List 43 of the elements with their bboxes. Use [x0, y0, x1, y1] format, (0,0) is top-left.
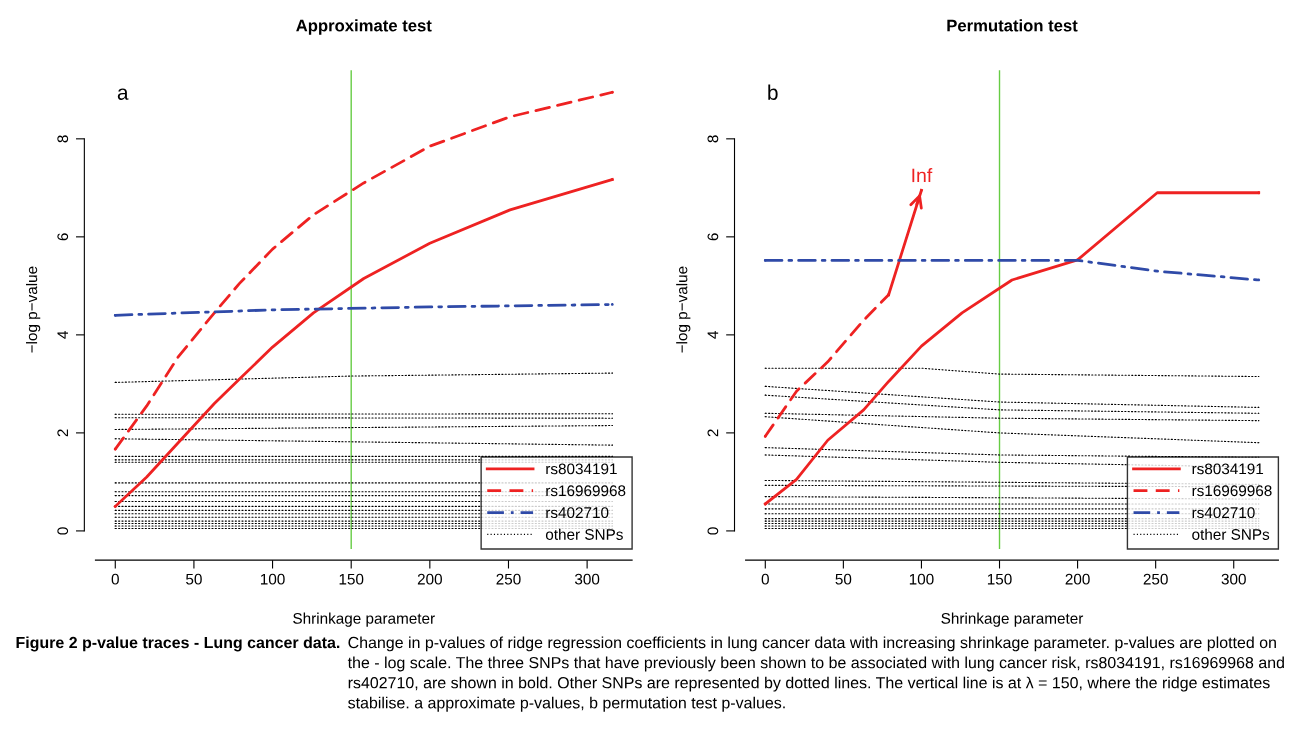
x-tick-label: 200: [1065, 573, 1090, 585]
chart-title: Approximate test: [296, 19, 432, 35]
x-tick-label: 50: [186, 573, 202, 585]
y-tick-label: 8: [57, 135, 69, 143]
y-tick-label: 4: [57, 331, 68, 339]
y-tick-label: 6: [57, 233, 69, 241]
legend-label: other SNPs: [1192, 528, 1270, 540]
y-tick-label: 4: [707, 331, 719, 339]
annotation: a: [117, 88, 129, 100]
y-tick-label: 6: [707, 233, 719, 241]
text: Change in p-values of ridge regression coefficients in lung cancer data with increasing shrinkage parameter. p-values are plotted on the - log scale. The three SNPs that have previously been shown to be associated with lung cancer risk, rs8034191, rs16969968 and rs402710, are shown in bold. Other SNPs are represented by dotted lines. The vertical line is at λ = 150, where the ridge estimates stabilise. a approximate p-values, b permutation test p-values.: [347, 636, 1284, 712]
x-tick-label: 150: [987, 573, 1012, 585]
y-axis-title: −log p−value: [676, 266, 691, 353]
x-tick-label: 250: [496, 573, 521, 585]
x-axis-title: Shrinkage parameter: [293, 612, 435, 627]
legend-label: rs8034191: [1192, 463, 1264, 475]
y-tick-label: 0: [57, 527, 69, 535]
x-axis-title: Shrinkage parameter: [941, 612, 1084, 627]
y-tick-label: 2: [57, 429, 68, 437]
y-tick-label: 8: [707, 135, 719, 143]
x-tick-label: 300: [574, 573, 600, 585]
x-tick-label: 100: [909, 573, 934, 585]
x-tick-label: 50: [835, 573, 852, 585]
caption: Figure 2 p-value traces - Lung cancer data.: [16, 636, 340, 652]
y-tick-label: 2: [707, 429, 719, 437]
x-tick-label: 300: [1221, 573, 1246, 585]
y-axis-title: −log p−value: [26, 266, 41, 353]
annotation: Inf: [912, 168, 933, 183]
legend-label: rs8034191: [546, 463, 617, 475]
legend-label: rs16969968: [1192, 485, 1272, 497]
x-tick-label: 0: [761, 573, 769, 585]
x-tick-label: 200: [417, 573, 442, 585]
x-tick-label: 100: [260, 573, 285, 585]
chart-title: Permutation test: [947, 19, 1078, 32]
y-tick-label: 0: [707, 527, 719, 535]
legend-label: other SNPs: [545, 528, 623, 540]
x-tick-label: 250: [1143, 573, 1168, 585]
legend-label: rs402710: [1192, 507, 1255, 519]
legend-label: rs402710: [546, 507, 609, 519]
x-tick-label: 150: [339, 573, 364, 585]
legend-label: rs16969968: [546, 485, 626, 497]
x-tick-label: 0: [111, 573, 119, 585]
annotation: b: [768, 84, 778, 100]
